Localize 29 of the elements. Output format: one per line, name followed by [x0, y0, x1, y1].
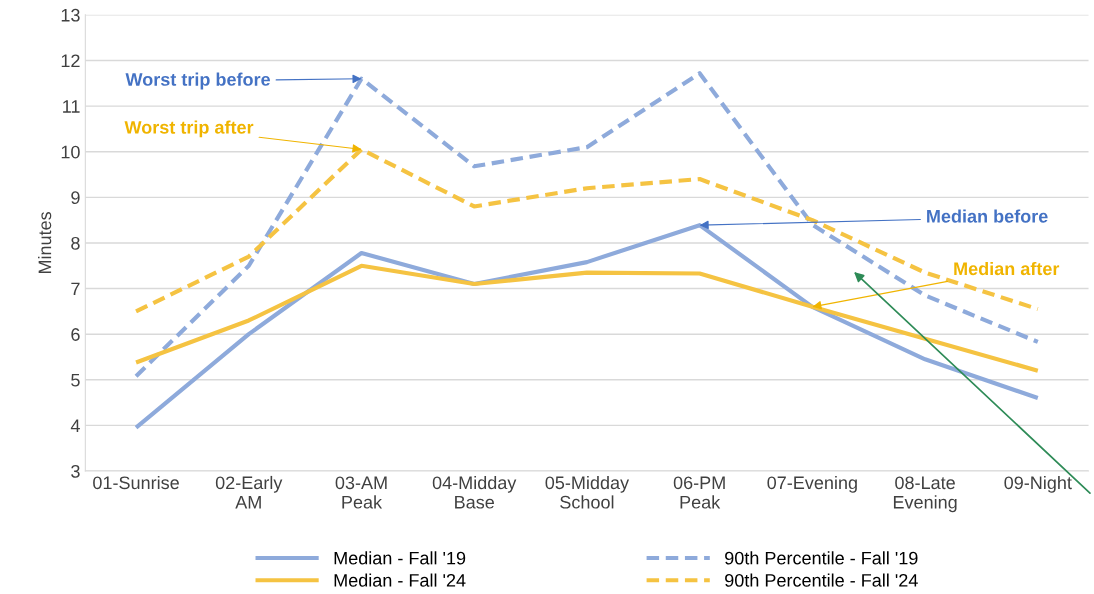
x-tick-label: 06-PM Peak — [673, 476, 725, 509]
x-tick-label: 04-Midday Base — [432, 475, 517, 509]
y-tick-label: 11 — [63, 100, 80, 113]
legend-label: 90th Percentile - Fall '24 — [725, 573, 918, 587]
x-tick-label: 03-AM Peak — [335, 476, 387, 509]
legend-label: 90th Percentile - Fall '19 — [725, 551, 918, 565]
x-tick-label: 01-Sunrise — [93, 475, 179, 490]
annotation: Median after — [954, 261, 1060, 276]
y-tick-label: 12 — [61, 54, 80, 68]
x-tick-label: 09-Night — [1004, 475, 1072, 493]
y-tick-label: 9 — [71, 191, 80, 205]
y-tick-label: 6 — [71, 328, 80, 341]
annotation: Median before — [927, 209, 1048, 223]
y-tick-label: 8 — [71, 236, 80, 250]
annotation: Worst trip after — [124, 120, 254, 138]
x-tick-label: 07-Evening — [767, 475, 857, 493]
y-tick-label: 3 — [71, 464, 80, 478]
x-tick-label: 05-Midday School — [545, 475, 630, 509]
legend-label: Median - Fall '19 — [334, 551, 466, 565]
y-axis-title: Minutes — [38, 211, 52, 274]
x-tick-label: 02-Early AM — [215, 475, 283, 509]
annotation: Worst trip before — [125, 72, 270, 90]
legend-label: Median - Fall '24 — [334, 573, 466, 587]
x-tick-label: 08-Late Evening — [893, 476, 957, 513]
y-tick-label: 5 — [71, 373, 80, 387]
y-tick-label: 10 — [61, 145, 80, 159]
y-tick-label: 7 — [71, 282, 80, 296]
y-tick-label: 4 — [70, 419, 80, 432]
y-tick-label: 13 — [61, 8, 80, 22]
